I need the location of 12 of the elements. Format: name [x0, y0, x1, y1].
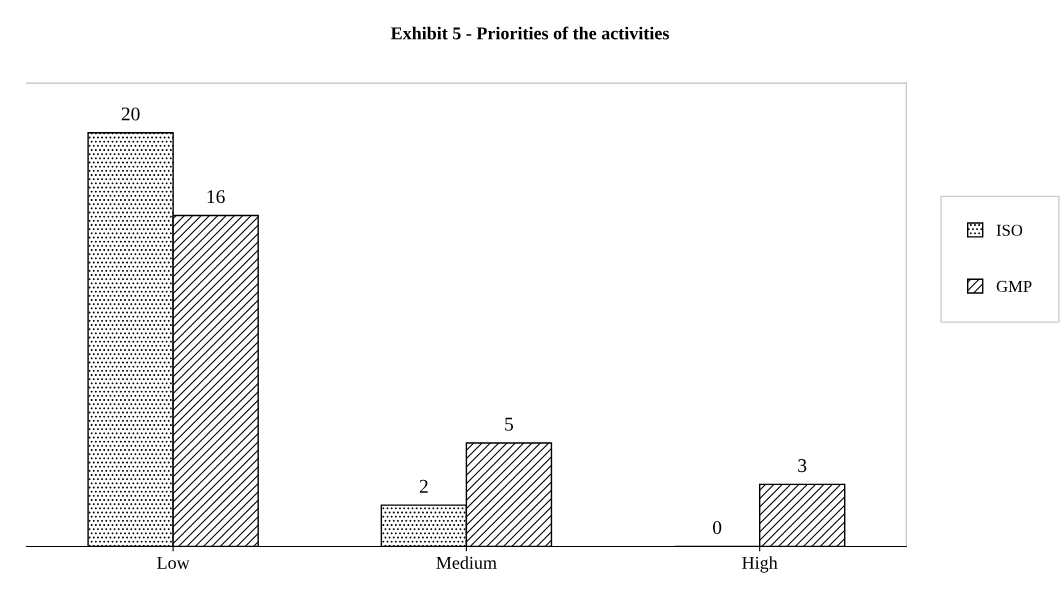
data-label: 5 [505, 417, 514, 431]
legend-label: ISO [996, 224, 1023, 236]
data-label: 0 [713, 521, 722, 535]
x-tick-label: Low [157, 556, 190, 569]
data-label: 16 [207, 190, 225, 204]
data-label: 20 [121, 107, 140, 121]
chart-title: Exhibit 5 - Priorities of the activities [390, 26, 669, 40]
x-tick-label: Medium [436, 556, 497, 569]
x-tick-label: High [742, 556, 778, 573]
data-label: 2 [419, 479, 428, 493]
data-label: 3 [798, 459, 807, 473]
legend-label: GMP [996, 280, 1032, 293]
